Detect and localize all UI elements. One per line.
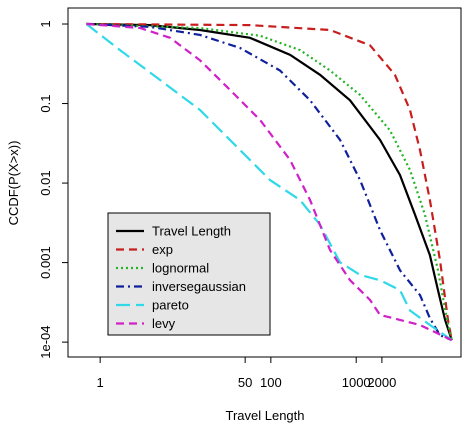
x-tick-label: 2000 — [367, 375, 396, 390]
series-line — [86, 22, 453, 342]
y-tick-label: 0.1 — [38, 95, 53, 113]
legend-label: Travel Length — [152, 224, 231, 239]
series-line — [86, 22, 453, 341]
legend-label: pareto — [152, 298, 189, 313]
legend-label: exp — [152, 242, 173, 257]
x-tick-label: 1000 — [342, 375, 371, 390]
x-tick-label: 1 — [97, 375, 104, 390]
legend-label: lognormal — [152, 261, 209, 276]
x-axis-label: Travel Length — [225, 408, 304, 423]
series-line — [86, 22, 453, 341]
series-line — [86, 22, 453, 342]
x-tick-label: 100 — [260, 375, 282, 390]
series-line — [86, 22, 453, 341]
y-tick-label: 1e-04 — [38, 325, 53, 358]
plot-frame — [67, 7, 462, 358]
y-tick-label: 0.001 — [38, 246, 53, 279]
legend-box — [107, 212, 271, 336]
x-tick-label: 50 — [238, 375, 252, 390]
y-tick-label: 0.01 — [38, 170, 53, 195]
legend-label: inversegaussian — [152, 279, 246, 294]
y-tick-label: 1 — [38, 20, 53, 27]
y-axis-label: CCDF(P(X>x)) — [6, 141, 21, 226]
legend-label: levy — [152, 316, 176, 331]
